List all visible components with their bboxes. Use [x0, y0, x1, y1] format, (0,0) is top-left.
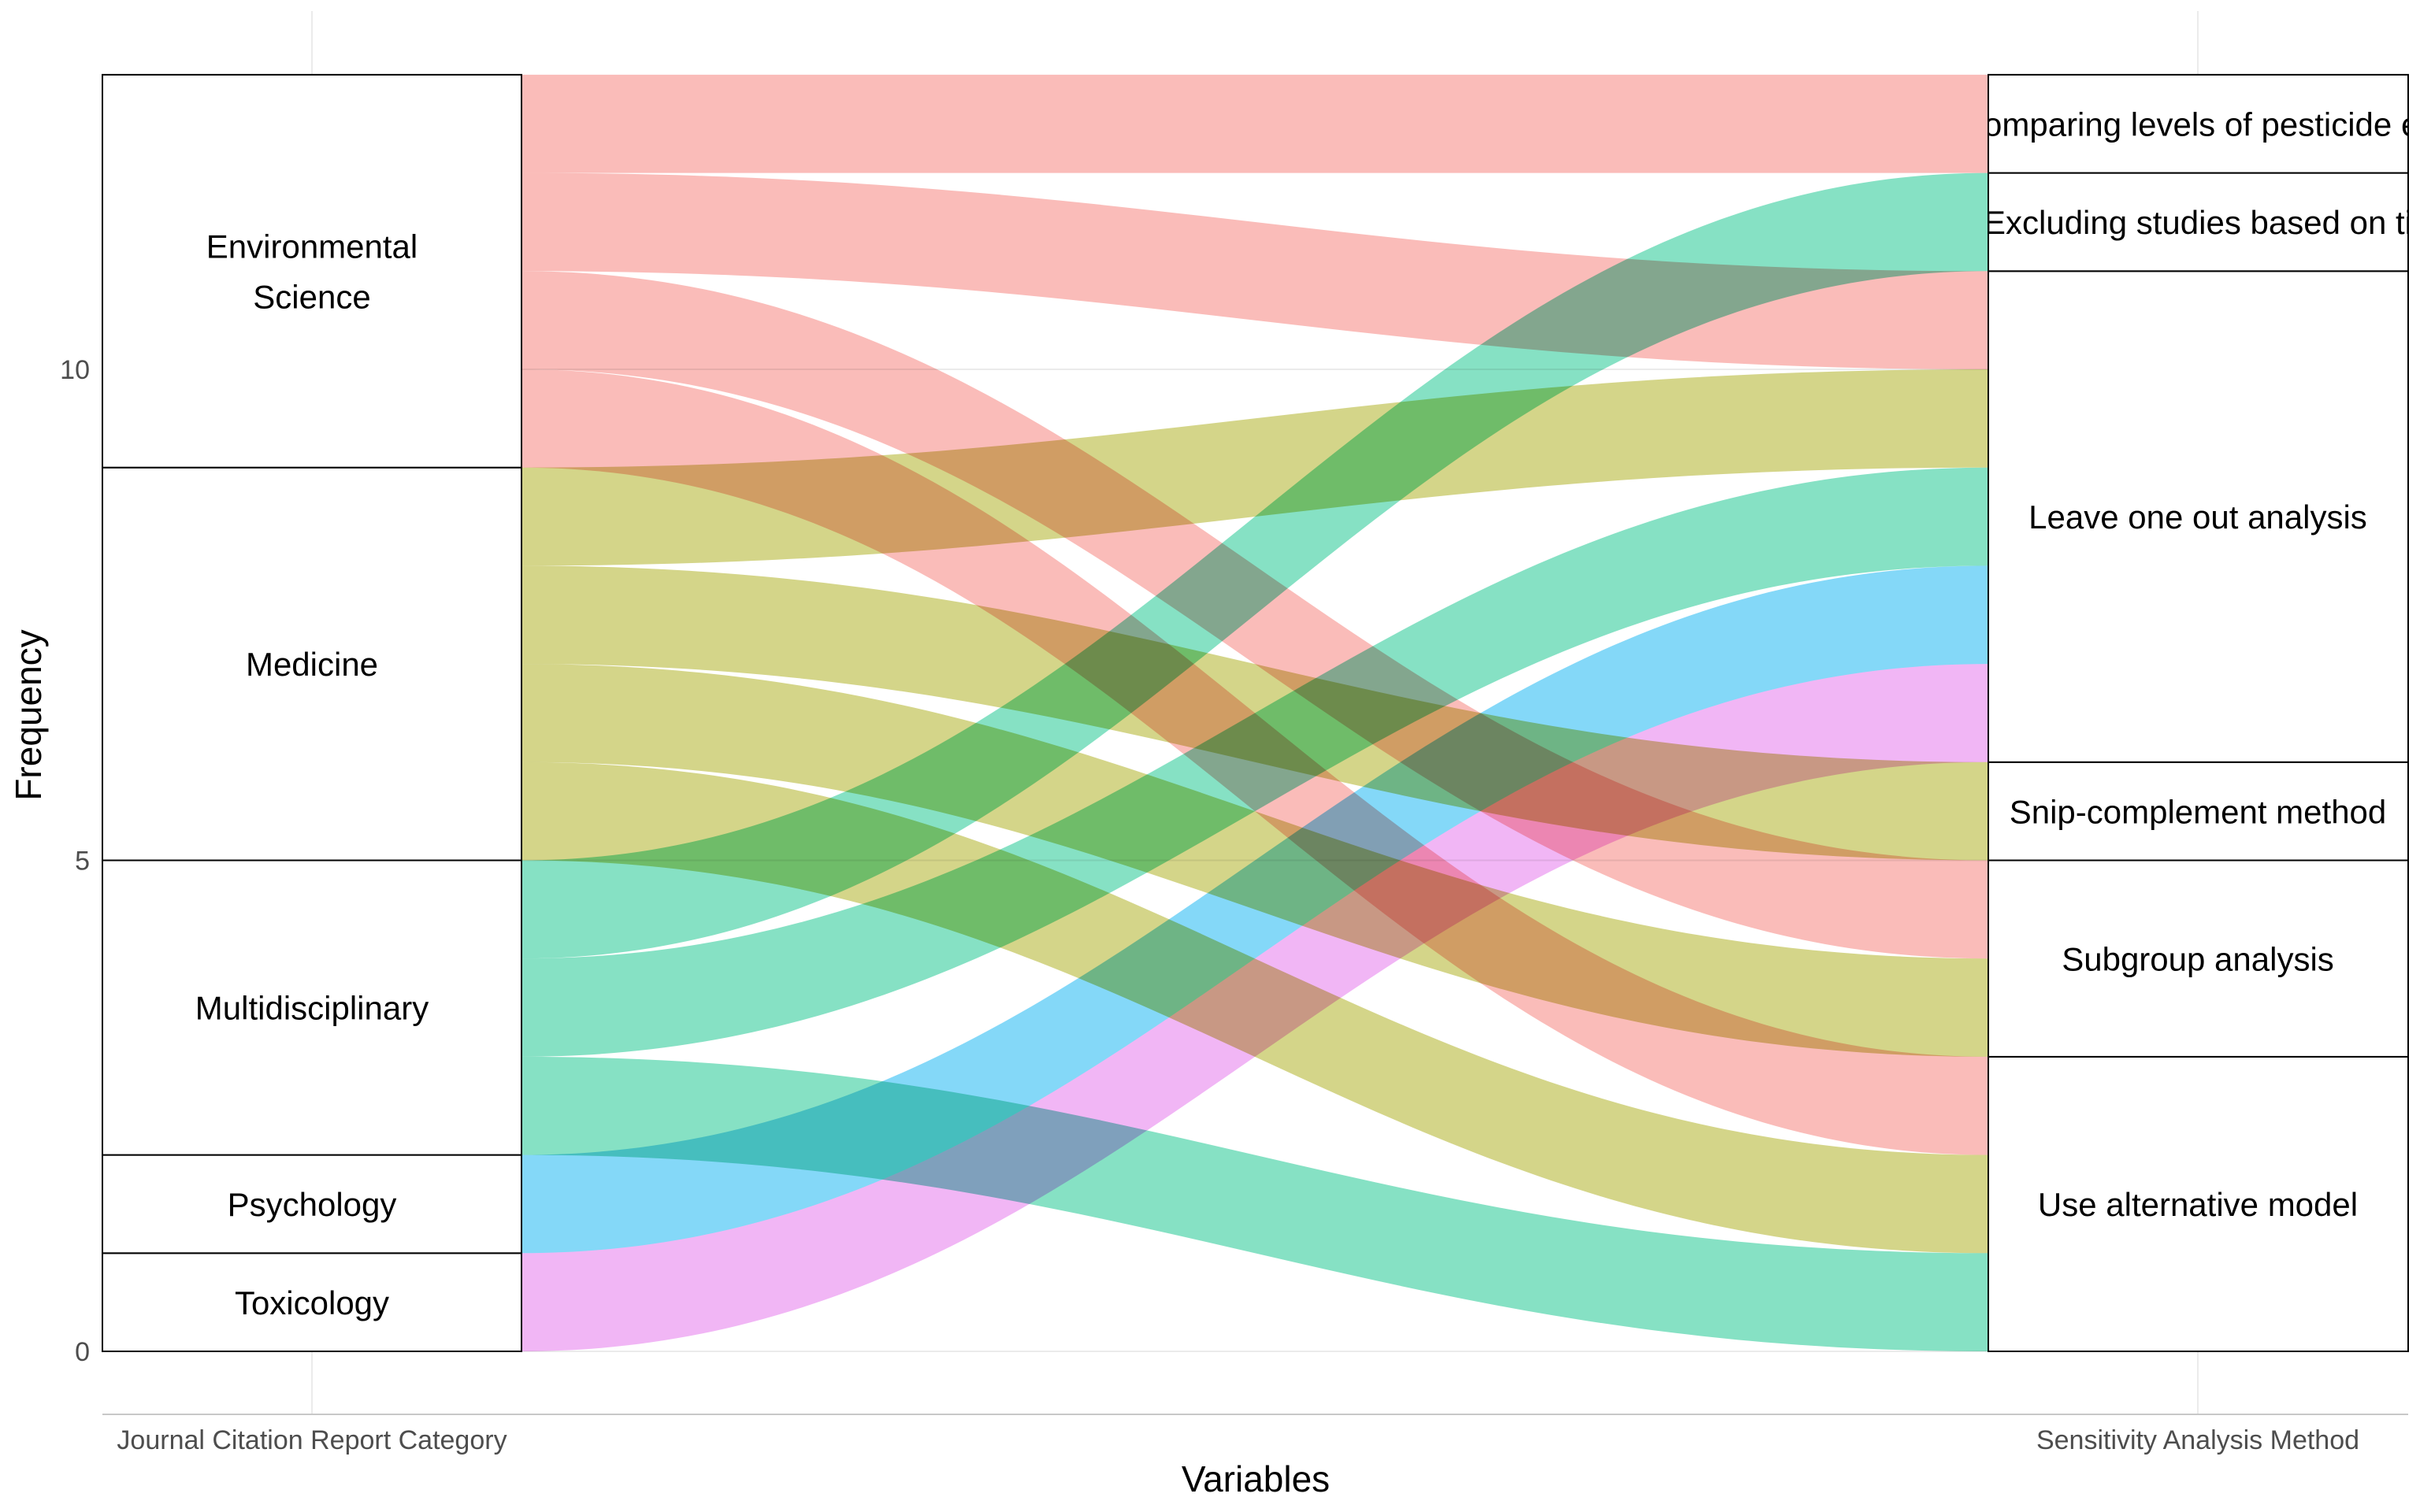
x-tick-label: Sensitivity Analysis Method — [2036, 1425, 2359, 1455]
right-node-label: Subgroup analysis — [2062, 940, 2334, 977]
right-node-use-alternative-model — [1988, 1055, 2409, 1353]
flow-environmental-science-to-use-alternative-model — [521, 369, 1988, 1155]
left-node-multidisciplinary — [102, 859, 522, 1156]
y-tick-label: 5 — [75, 847, 90, 876]
left-node-label: Toxicology — [235, 1284, 389, 1321]
x-tick-label: Journal Citation Report Category — [117, 1425, 507, 1455]
right-node-label: Use alternative model — [2038, 1186, 2358, 1223]
left-node-toxicology — [102, 1252, 522, 1353]
y-tick-label: 0 — [75, 1337, 90, 1367]
right-node-snip-complement-method — [1988, 761, 2409, 862]
flow-medicine-to-use-alternative-model — [521, 762, 1988, 1254]
left-node-label: Psychology — [228, 1186, 397, 1223]
left-node-label: Multidisciplinary — [195, 990, 429, 1027]
flow-environmental-science-to-leave-one-out-analysis — [521, 172, 1988, 369]
flows — [521, 74, 1988, 1351]
y-axis-title: Frequency — [8, 629, 49, 800]
right-node-label: Excluding studies based on ti — [1984, 204, 2412, 241]
right-node-subgroup-analysis — [1988, 859, 2409, 1058]
right-node-leave-one-out-analysis — [1988, 270, 2409, 763]
left-node-label: Environmental — [206, 228, 418, 265]
right-node-label: Comparing levels of pesticide ex — [1960, 106, 2420, 143]
axes: 0 5 10 Journal Citation Report Category Sens… — [60, 355, 2359, 1455]
flow-multidisciplinary-to-use-alternative-model — [521, 1056, 1988, 1351]
right-node-comparing-levels-of-pesticide-exposure — [1988, 73, 2409, 174]
flow-environmental-science-to-subgroup-analysis — [521, 271, 1988, 959]
left-node-label: Science — [253, 278, 370, 315]
flow-environmental-science-to-comparing-levels-of-pesticide-exposure — [521, 74, 1988, 173]
left-node-environmental-science — [102, 73, 522, 469]
nodes: Toxicology Psychology Multidisciplinary Med… — [102, 73, 2420, 1353]
left-node-label: Medicine — [246, 646, 378, 683]
left-node-medicine — [102, 466, 522, 862]
right-node-label: Snip-complement method — [2010, 793, 2387, 830]
flow-medicine-to-subgroup-analysis — [521, 664, 1988, 1057]
right-node-label: Leave one out analysis — [2028, 498, 2367, 536]
x-axis-title: Variables — [1182, 1458, 1330, 1499]
left-node-psychology — [102, 1154, 522, 1254]
y-tick-label: 10 — [60, 355, 90, 385]
right-node-excluding-studies-based-on-time — [1988, 172, 2409, 272]
